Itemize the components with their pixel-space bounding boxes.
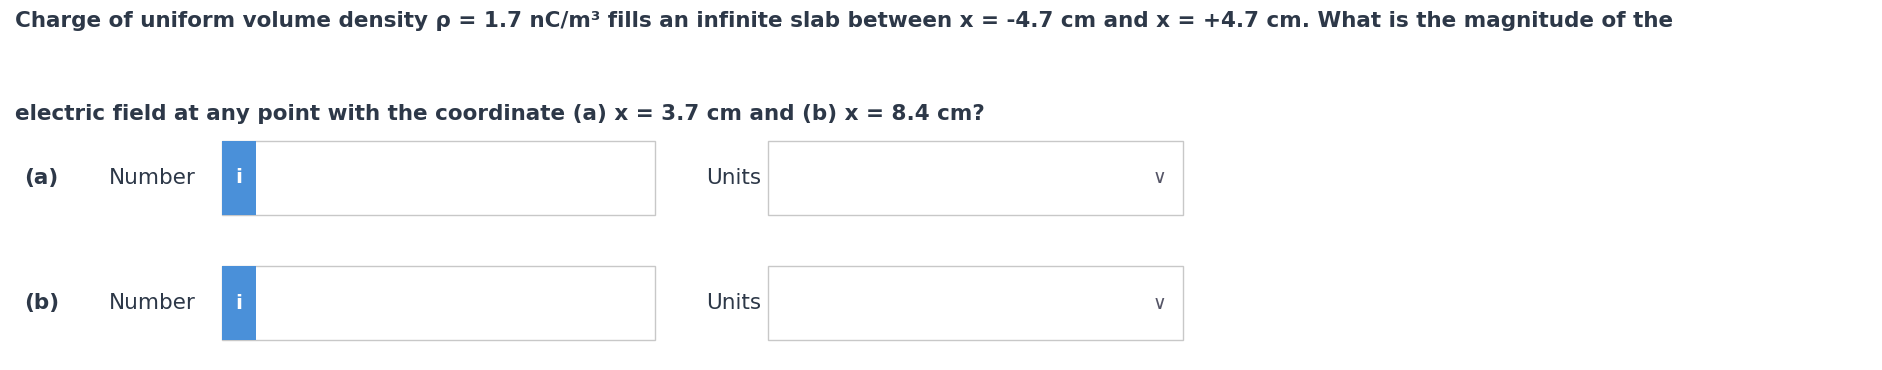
Text: (a): (a) <box>24 168 58 188</box>
Text: Units: Units <box>706 293 760 313</box>
Text: Number: Number <box>109 168 196 188</box>
FancyBboxPatch shape <box>222 141 655 215</box>
Text: (b): (b) <box>24 293 60 313</box>
Text: electric field at any point with the coordinate (a) x = 3.7 cm and (b) x = 8.4 c: electric field at any point with the coo… <box>15 104 984 124</box>
Text: i: i <box>235 294 243 313</box>
FancyBboxPatch shape <box>768 266 1182 340</box>
FancyBboxPatch shape <box>222 266 655 340</box>
Text: Charge of uniform volume density ρ = 1.7 nC/m³ fills an infinite slab between x : Charge of uniform volume density ρ = 1.7… <box>15 11 1673 31</box>
FancyBboxPatch shape <box>222 266 256 340</box>
FancyBboxPatch shape <box>222 141 256 215</box>
Text: Units: Units <box>706 168 760 188</box>
Text: ∨: ∨ <box>1152 294 1167 313</box>
FancyBboxPatch shape <box>768 141 1182 215</box>
Text: ∨: ∨ <box>1152 168 1167 187</box>
Text: i: i <box>235 168 243 187</box>
Text: Number: Number <box>109 293 196 313</box>
